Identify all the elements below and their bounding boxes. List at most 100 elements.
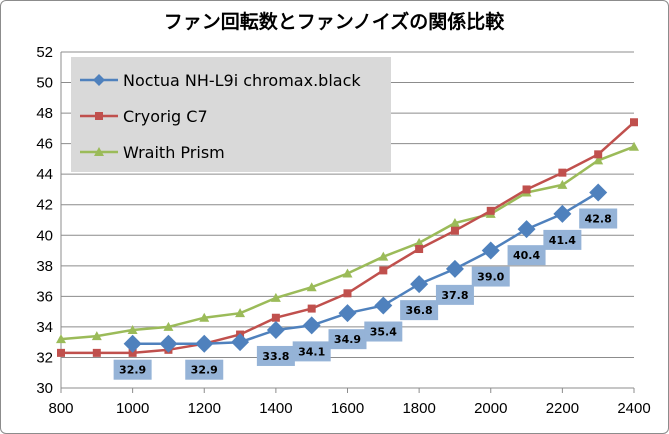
data-point-triangle [91,331,102,341]
data-point-triangle [593,155,604,165]
data-point-square [57,348,65,357]
data-point-diamond [374,296,393,315]
data-label-text: 42.8 [585,213,612,226]
y-tick-label: 38 [36,258,53,275]
data-point-triangle [306,282,317,292]
data-point-diamond [445,259,464,278]
data-point-diamond [266,320,285,339]
y-tick-label: 52 [36,44,53,61]
data-label-text: 36.8 [406,304,433,317]
data-point-diamond [338,304,357,323]
data-point-triangle [127,324,138,334]
data-point-triangle [270,292,281,302]
data-point-square [271,313,280,322]
data-label-text: 34.9 [334,333,361,346]
data-label: 33.8 [256,345,295,366]
tick-labels: 30 32 34 36 38 40 42 44 46 48 50 52 800 1000 1200 1400 1… [36,44,650,417]
y-tick-label: 46 [36,136,53,153]
data-label-box [185,359,224,380]
data-point-diamond [231,333,250,352]
data-label: 41.4 [543,229,582,250]
data-point-triangle [56,334,66,344]
data-point-triangle [378,251,389,261]
data-point-square [558,168,567,177]
data-label: 32.9 [113,359,152,380]
data-label-box [292,341,331,362]
data-label-box [435,284,474,305]
y-tick-label: 30 [36,380,53,397]
x-tick-label: 1600 [331,400,364,417]
x-tick-label: 800 [48,400,73,417]
data-label-text: 35.4 [370,326,397,339]
data-point-diamond [517,220,536,239]
legend-item-2: Wraith Prism [80,143,225,162]
data-label: 37.8 [435,284,474,305]
data-label-text: 39.0 [477,271,504,284]
x-tick-label: 2200 [546,400,579,417]
data-label-box [507,245,546,266]
y-tick-label: 42 [36,197,53,214]
data-point-square [95,112,103,120]
data-label-text: 34.1 [298,345,325,358]
data-point-diamond [195,334,214,353]
x-tick-label: 1000 [116,400,149,417]
data-point-diamond [159,334,178,353]
legend-item-1: Cryorig C7 [80,107,208,126]
data-label-box [543,229,582,250]
data-point-square [415,245,424,254]
x-tick-label: 1200 [188,400,221,417]
data-point-diamond [410,275,429,294]
data-point-triangle [414,237,425,247]
data-labels: 32.9 32.9 33.8 34.1 34.9 35.4 36.8 37.8 39.0 40.4… [113,208,618,380]
x-tick-label: 1400 [259,400,292,417]
data-label-text: 40.4 [513,249,540,262]
legend: Noctua NH-L9i chromax.black Cryorig C7 Wra… [71,57,391,172]
y-tick-label: 34 [36,319,53,336]
data-point-triangle [449,218,460,228]
data-label: 40.4 [507,245,546,266]
data-label-box [256,345,295,366]
data-label-box [113,359,152,380]
data-point-diamond [93,74,105,86]
data-point-square [450,226,459,235]
y-tick-label: 36 [36,288,53,305]
data-label: 35.4 [364,321,403,342]
data-point-diamond [123,334,142,353]
data-point-square [343,289,352,298]
data-label: 32.9 [185,359,224,380]
data-point-diamond [553,204,572,223]
data-point-square [92,348,101,357]
data-point-triangle [94,147,104,156]
chart-title: ファン回転数とファンノイズの関係比較 [164,10,505,33]
data-point-triangle [629,141,639,151]
y-tick-label: 50 [36,75,53,92]
data-point-triangle [235,308,246,318]
data-point-triangle [557,179,568,189]
data-label-box [471,266,510,287]
y-tick-label: 40 [36,227,53,244]
axes [60,52,635,393]
data-point-triangle [163,321,174,331]
series-group [56,118,639,357]
data-label-text: 37.8 [441,289,468,302]
data-label: 34.1 [292,341,331,362]
series-0 [123,183,608,353]
data-label: 36.8 [400,300,439,321]
data-label-box [328,329,367,350]
data-point-square [307,304,316,313]
data-label-text: 32.9 [119,364,146,377]
data-label: 42.8 [579,208,618,229]
data-label-box [400,300,439,321]
x-tick-label: 2000 [474,400,507,417]
data-label-text: 32.9 [191,364,218,377]
data-point-square [594,150,603,159]
data-point-diamond [589,183,608,202]
y-tick-label: 44 [36,166,53,183]
legend-label: Cryorig C7 [123,107,208,126]
data-point-diamond [302,316,321,335]
data-point-triangle [342,268,353,278]
x-tick-label: 2400 [617,400,650,417]
y-tick-label: 48 [36,105,53,122]
legend-label: Wraith Prism [123,143,225,162]
